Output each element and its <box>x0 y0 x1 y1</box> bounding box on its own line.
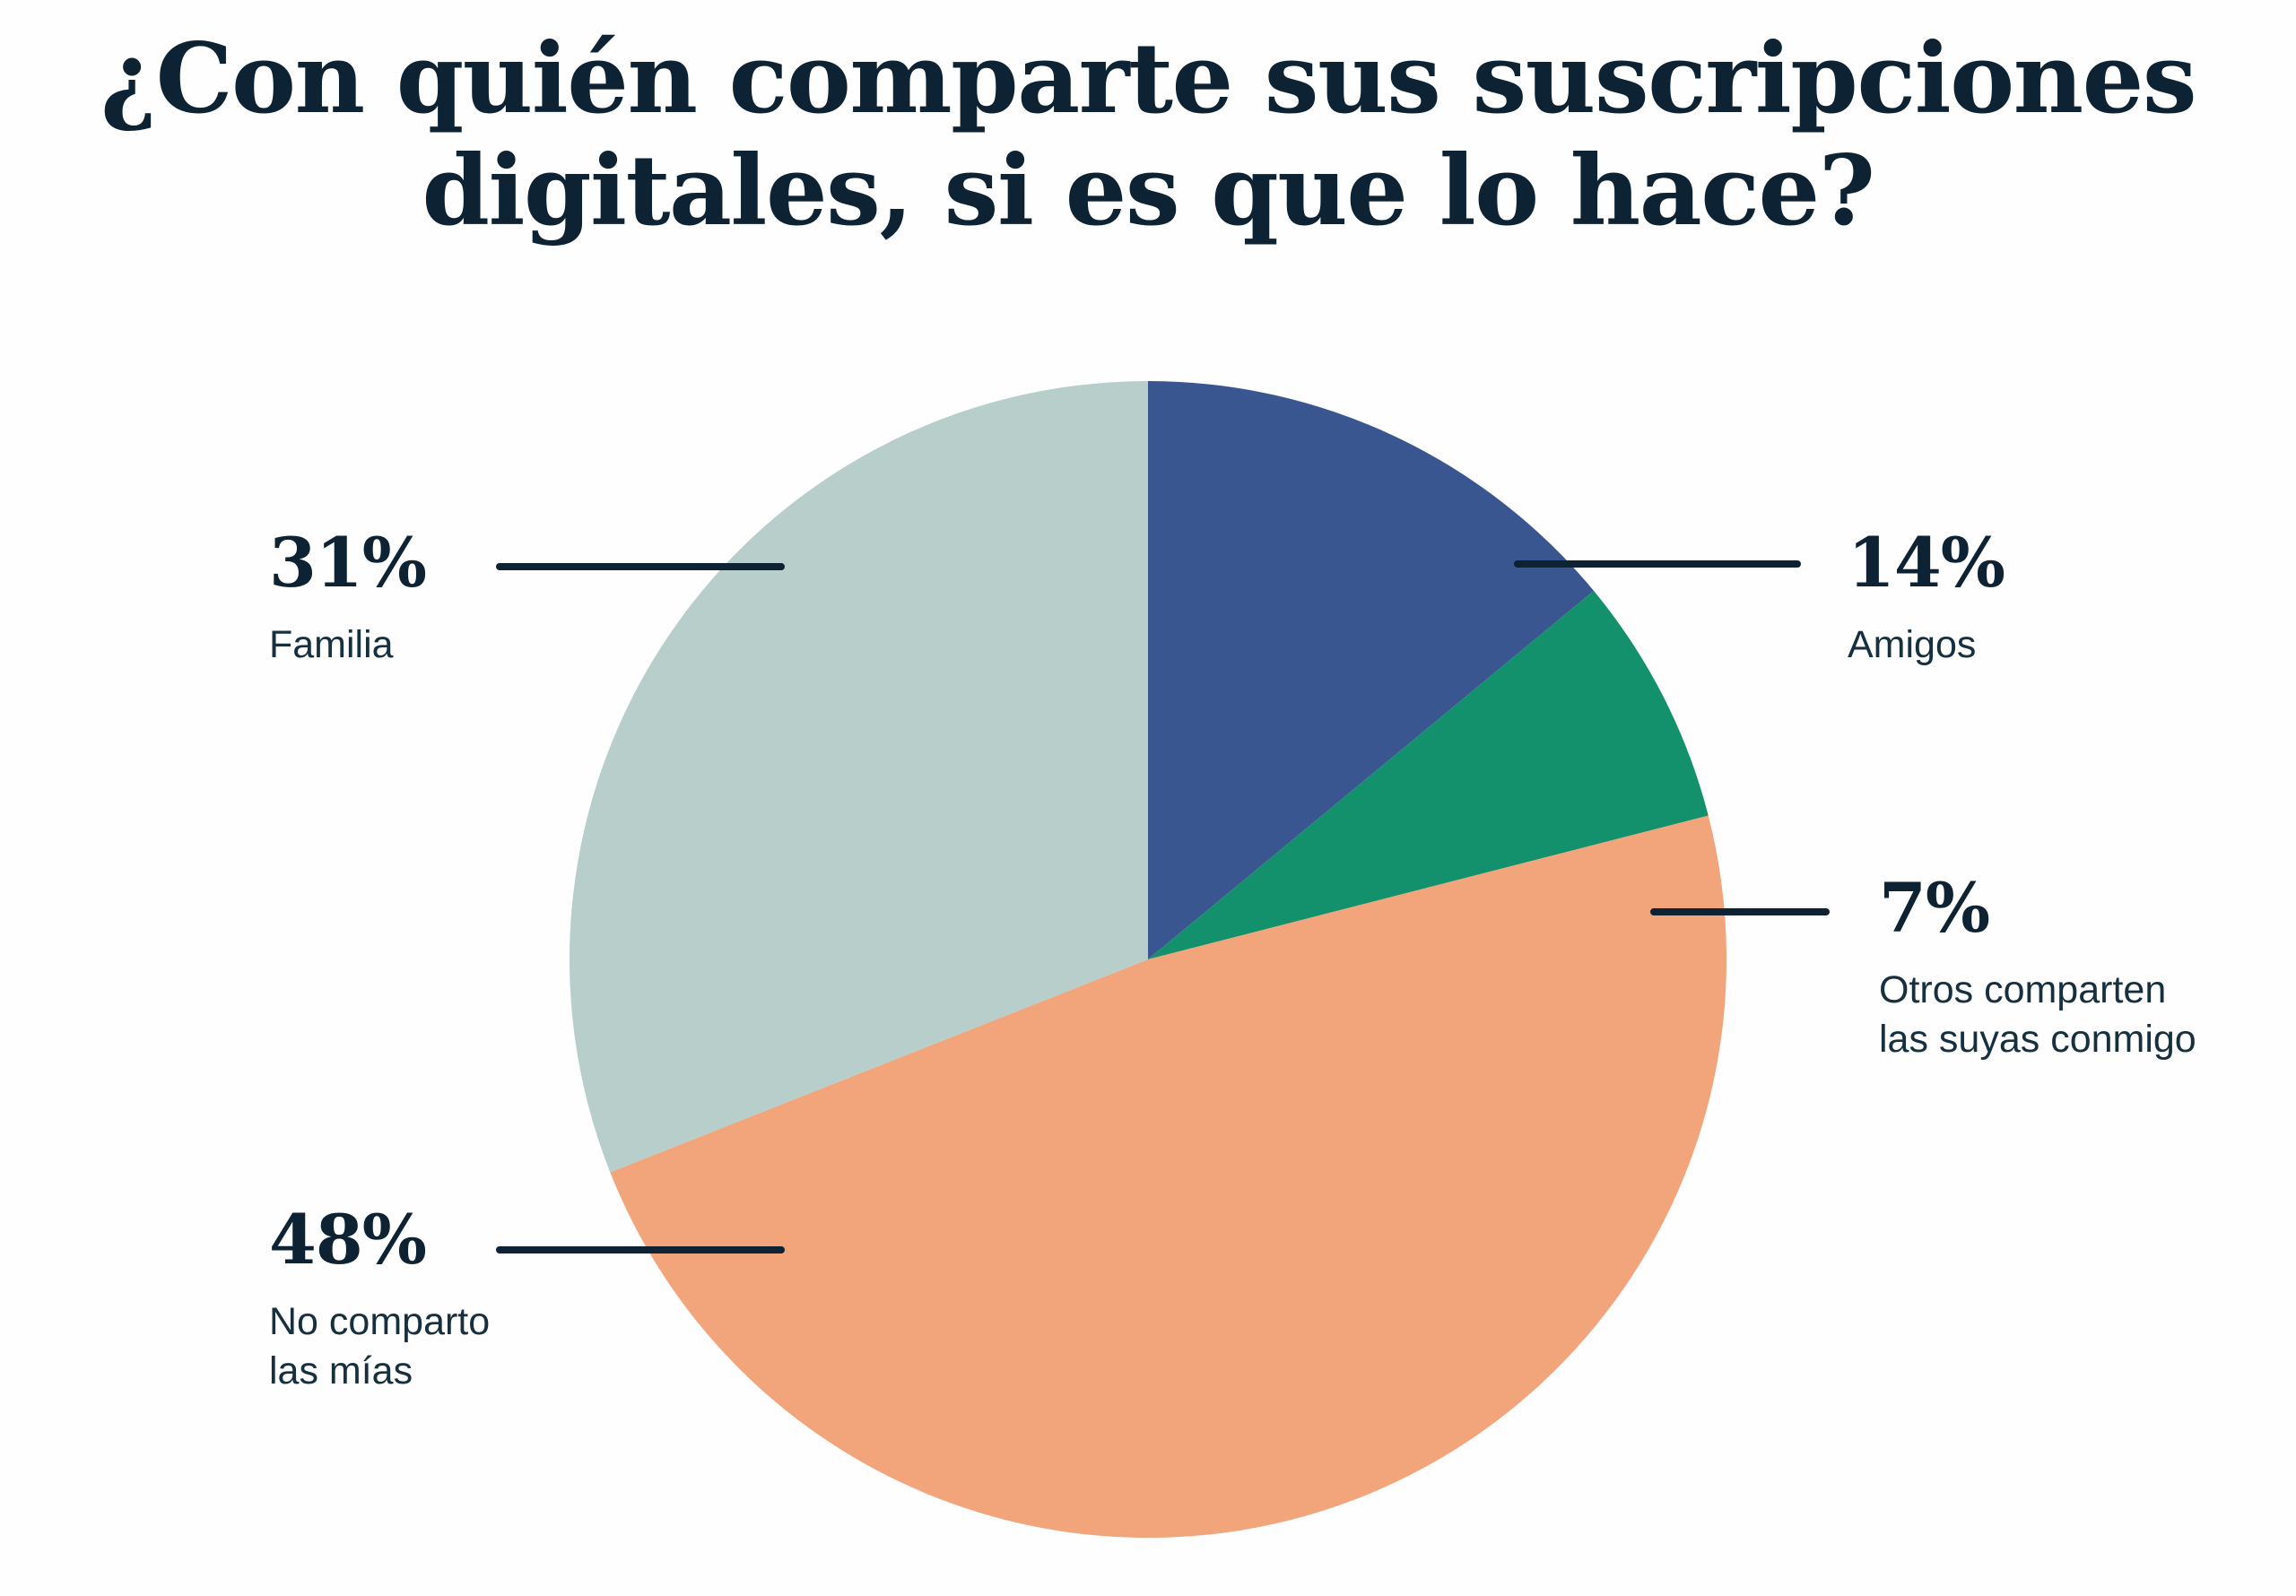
pie-slice-amigos <box>1148 381 1594 959</box>
callout-familia: 31% Familia <box>269 523 427 670</box>
callout-otros-percent: 7% <box>1879 868 1990 948</box>
pie-slice-no-comparto-las-m-as <box>610 815 1727 1539</box>
callout-no-comparto-percent: 48% <box>269 1200 427 1279</box>
page-title: ¿Con quién comparte sus suscripciones di… <box>100 22 2197 248</box>
callout-otros-description: Otros comparten las suyas conmigo <box>1879 968 2196 1062</box>
leader-line-familia <box>496 563 785 570</box>
pie-slice-group <box>569 381 1727 1539</box>
callout-amigos: 14% Amigos <box>1848 529 2005 670</box>
callout-familia-percent: 31% <box>269 523 427 603</box>
callout-amigos-percent: 14% <box>1848 523 2005 603</box>
pie-slice-otros-comparten-las-suyas-conmigo <box>1148 590 1709 959</box>
leader-line-no-comparto <box>496 1246 785 1253</box>
callout-familia-description: Familia <box>269 623 394 666</box>
callout-no-comparto: 48% No comparto las mías <box>269 1206 490 1396</box>
callout-otros: 7% Otros comparten las suyas conmigo <box>1879 874 2196 1064</box>
leader-line-amigos <box>1514 560 1801 568</box>
callout-amigos-description: Amigos <box>1848 623 1977 666</box>
callout-no-comparto-description: No comparto las mías <box>269 1300 491 1393</box>
leader-line-otros <box>1650 908 1830 915</box>
pie-slice-familia <box>569 381 1148 1173</box>
